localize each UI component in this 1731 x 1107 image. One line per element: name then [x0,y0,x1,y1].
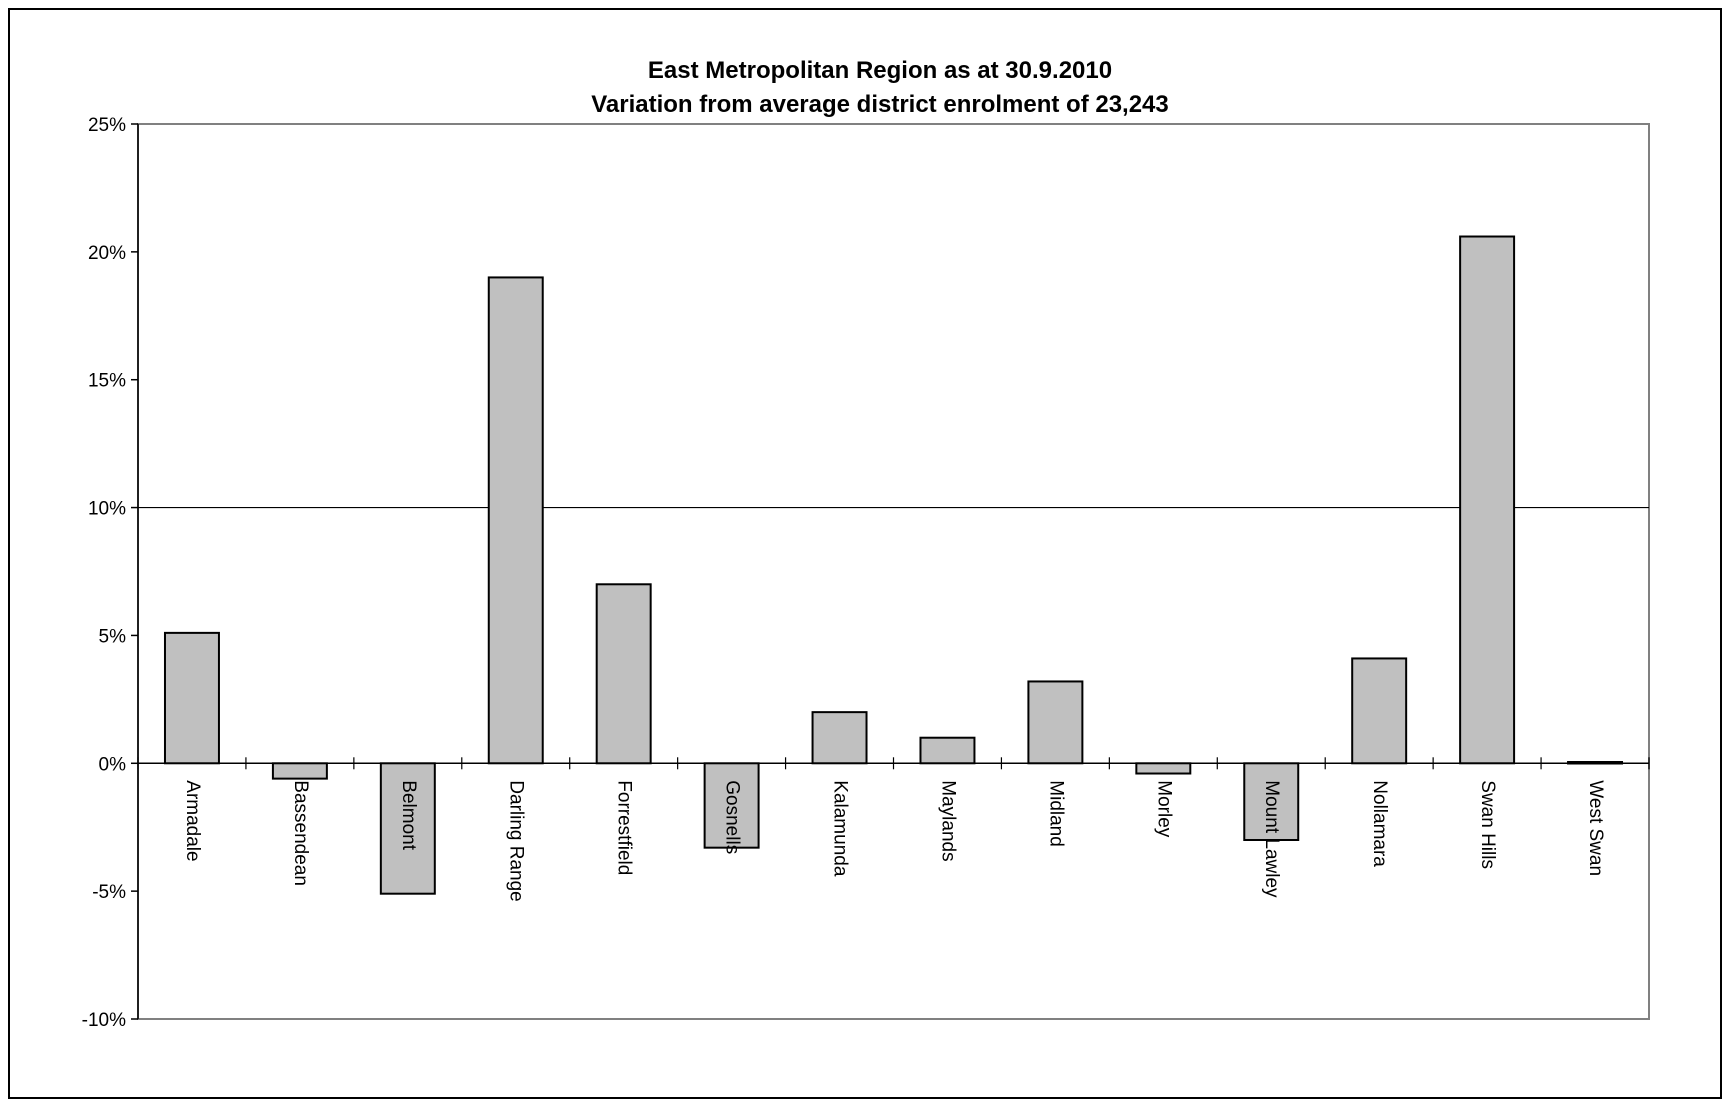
bar-forrestfield [595,583,652,765]
x-tick-label: Midland [1045,780,1066,847]
bar-nollamara [1351,657,1408,765]
x-tick-label: Armadale [182,780,203,861]
bar-midland [1027,680,1084,765]
bar-armadale [163,631,220,765]
x-tick-label: Maylands [937,780,958,861]
x-tick-label: West Swan [1585,780,1606,876]
x-tick-label: Mount Lawley [1261,780,1282,898]
y-tick-label: 20% [88,243,126,264]
plot-area [137,123,1650,1020]
y-tick-label: 10% [88,499,126,520]
bar-mount-lawley [1243,762,1300,841]
bar-bassendean [271,762,328,780]
axis-layer: -10% -5% 0% 5% 10% 15% 20% 25% [82,115,1650,1031]
x-tick-label: Darling Range [506,780,527,901]
bars-layer [163,235,1624,895]
x-tick-label: Gosnells [722,780,743,854]
y-tick-label: 25% [88,115,126,136]
x-tick-label: Morley [1153,780,1174,838]
y-tick-label: -10% [82,1010,126,1031]
bar-darling-range [487,276,544,765]
x-tick-label: Belmont [398,780,419,850]
bar-kalamunda [811,711,868,765]
x-tick-label: Kalamunda [830,780,851,877]
x-tick-label: Nollamara [1369,780,1390,867]
bar-swan-hills [1459,235,1516,765]
y-tick-label: 15% [88,371,126,392]
category-labels-layer: Armadale Bassendean Belmont Darling Range Fo… [182,780,1606,901]
chart-title-line-2: Variation from average district enrolmen… [591,91,1169,118]
bar-maylands [919,736,976,765]
chart-frame [8,8,1722,1099]
chart-title-line-1: East Metropolitan Region as at 30.9.2010 [648,57,1112,84]
y-tick-label: 0% [99,754,127,775]
x-tick-label: Forrestfield [614,780,635,875]
bar-belmont [379,762,436,895]
x-tick-label: Swan Hills [1477,780,1498,869]
y-tick-label: -5% [92,882,126,903]
x-tick-label: Bassendean [290,780,311,886]
y-tick-label: 5% [99,626,127,647]
bar-morley [1135,762,1192,775]
